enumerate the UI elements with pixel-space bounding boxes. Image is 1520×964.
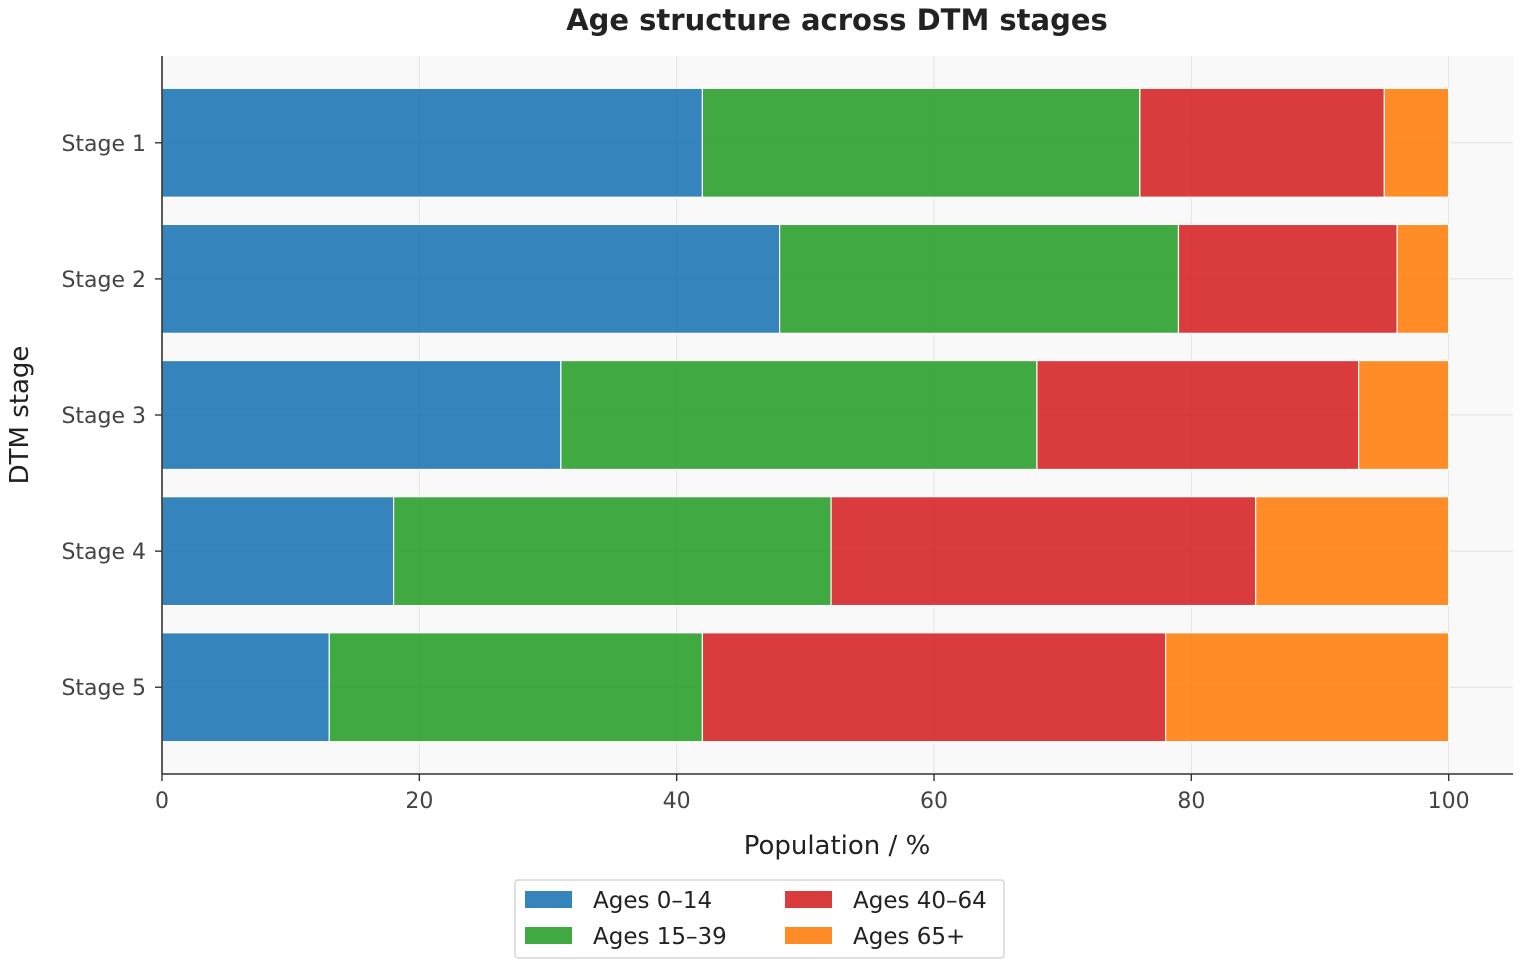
x-tick-label: 0 [155, 789, 169, 814]
x-tick-label: 20 [405, 789, 433, 814]
bar-segment [560, 359, 1038, 471]
bar-segment [161, 359, 562, 471]
bar-segment [1164, 632, 1450, 743]
bar-segment [161, 87, 704, 198]
chart-title: Age structure across DTM stages [566, 3, 1108, 37]
bar-segment [328, 632, 703, 743]
x-tick-label: 100 [1428, 789, 1470, 814]
bar-segment [830, 496, 1257, 607]
bar-segment [1139, 87, 1385, 198]
y-tick-label: Stage 2 [61, 268, 146, 293]
bar-segment [1357, 359, 1450, 471]
bar-segment [161, 632, 330, 743]
x-tick-label: 60 [920, 789, 948, 814]
legend-label: Ages 15–39 [593, 924, 727, 950]
bar-segment [161, 223, 781, 334]
legend-swatch [785, 927, 832, 944]
x-tick-label: 40 [663, 789, 691, 814]
bar-segment [701, 632, 1167, 743]
bar-segment [1383, 87, 1450, 198]
bar-segment [1177, 223, 1398, 334]
legend-label: Ages 0–14 [593, 888, 712, 914]
legend-swatch [525, 891, 572, 908]
legend-items: Ages 0–14 Ages 15–39 Ages 40–64 Ages 65+ [525, 888, 987, 950]
y-tick-label: Stage 4 [61, 540, 146, 565]
legend-frame [514, 879, 1005, 959]
legend-swatch [785, 891, 832, 908]
x-ticks: 0 20 40 60 80 100 [155, 774, 1470, 814]
legend-swatch [525, 927, 572, 944]
bar-segment [161, 496, 395, 607]
y-axis-label: DTM stage [5, 346, 35, 485]
bar-segment [1396, 223, 1450, 334]
bar-segment [701, 87, 1141, 198]
bar-segment [1255, 496, 1450, 607]
bars [161, 87, 1450, 743]
bar-segment [778, 223, 1180, 334]
y-ticks: Stage 1 Stage 2 Stage 3 Stage 4 Stage 5 [61, 132, 162, 701]
legend-label: Ages 40–64 [853, 888, 987, 914]
y-tick-label: Stage 1 [61, 132, 146, 157]
bar-segment [1036, 359, 1360, 471]
y-tick-label: Stage 5 [61, 676, 146, 701]
x-axis-label: Population / % [744, 831, 931, 861]
y-tick-label: Stage 3 [61, 404, 146, 429]
x-tick-label: 80 [1177, 789, 1205, 814]
bar-segment [393, 496, 832, 607]
legend-label: Ages 65+ [853, 924, 965, 950]
legend: Ages 0–14 Ages 15–39 Ages 40–64 Ages 65+ [514, 879, 1005, 959]
